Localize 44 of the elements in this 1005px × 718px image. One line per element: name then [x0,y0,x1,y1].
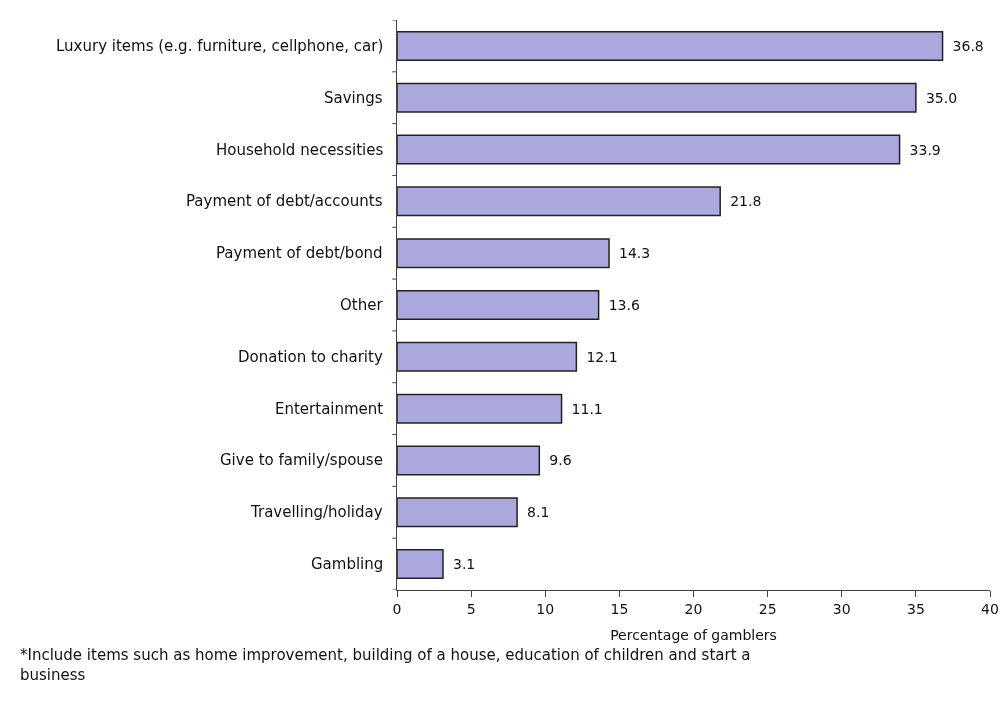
data-label: 11.1 [564,400,603,417]
data-label: 9.6 [542,452,572,469]
y-tick-label: Payment of debt/accounts [186,192,383,210]
x-tick-label: 10 [536,600,555,617]
data-label: 8.1 [520,504,550,521]
bar [397,186,721,217]
bar [397,30,944,61]
bar [397,497,518,528]
bar [397,341,578,372]
text: *Include items such as home improvement, building of a house, education of children and start a business [20,645,752,686]
y-tick-label: Other [340,296,384,314]
bar [397,445,541,476]
data-label: 21.8 [723,193,762,210]
data-label: 36.8 [945,37,984,54]
data-label: 3.1 [445,556,476,573]
y-tick-label: Entertainment [275,400,384,418]
y-tick-label: Luxury items (e.g. furniture, cellphone, car) [56,37,384,55]
data-label: 12.1 [579,348,618,365]
y-tick-label: Savings [324,89,383,107]
y-tick-label: Household necessities [216,141,384,159]
bar [397,393,563,424]
x-tick-label: 15 [610,600,629,617]
x-tick-label: 30 [832,600,851,617]
data-label: 14.3 [612,245,651,262]
y-tick-label: Gambling [311,555,384,573]
x-tick-label: 20 [684,600,703,617]
bar [397,290,600,320]
bar [397,238,610,269]
y-tick-label: Give to family/spouse [220,451,383,469]
y-tick-label: Travelling/holiday [250,503,383,521]
x-axis-title: Percentage of gamblers [610,627,777,644]
y-tick-label: Payment of debt/bond [216,244,383,262]
bar [397,134,901,165]
bar [397,82,917,113]
bar [397,549,444,580]
data-label: 35.0 [918,89,958,106]
x-tick-label: 35 [906,600,925,617]
x-tick-label: 40 [981,600,999,617]
y-tick-label: Donation to charity [238,348,383,366]
data-label: 13.6 [601,297,640,313]
x-tick-label: 0 [392,600,402,617]
x-tick-label: 25 [758,600,777,617]
x-tick-label: 5 [466,600,476,617]
data-label: 33.9 [902,141,941,158]
